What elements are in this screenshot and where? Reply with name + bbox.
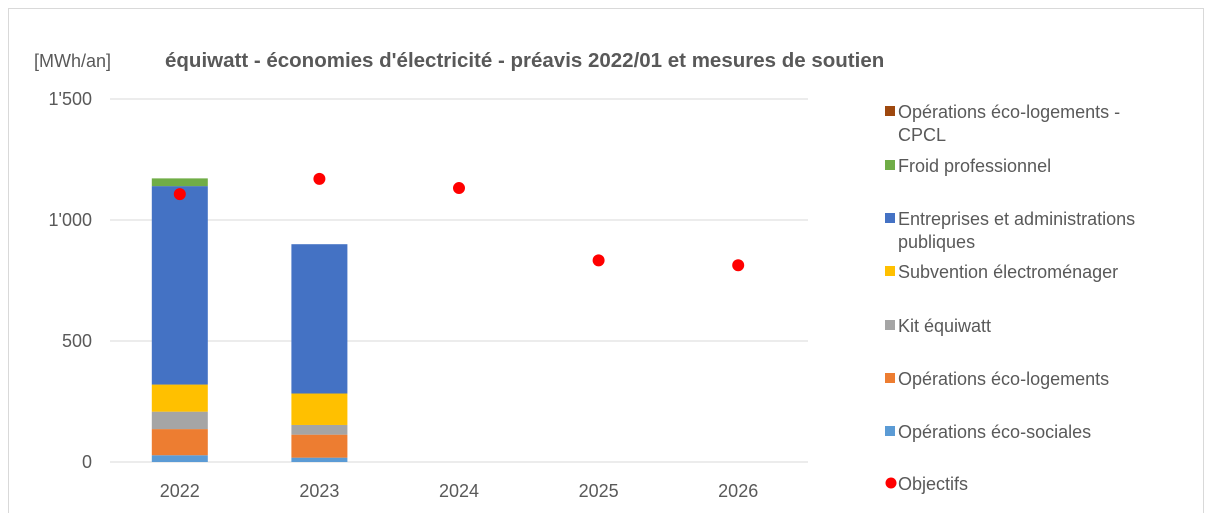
bar-segment (151, 411, 208, 430)
bar-segment (291, 424, 348, 435)
bar-segment (291, 457, 348, 462)
legend-marker (885, 106, 895, 116)
legend-label: Entreprises et administrations (898, 209, 1135, 229)
legend-label: Opérations éco-logements - (898, 102, 1120, 122)
x-tick-label: 2023 (299, 481, 339, 501)
y-axis-label: [MWh/an] (34, 51, 111, 71)
legend-marker (885, 160, 895, 170)
objectif-point (453, 182, 465, 195)
legend-marker (885, 477, 897, 489)
legend-marker (885, 320, 895, 330)
y-tick-label: 1'500 (49, 89, 92, 109)
legend-label: Froid professionnel (898, 156, 1051, 176)
x-tick-label: 2024 (439, 481, 479, 501)
objectif-point (592, 254, 605, 267)
legend-marker (885, 266, 895, 276)
chart-title: équiwatt - économies d'électricité - pré… (165, 49, 884, 72)
legend-marker (885, 373, 895, 383)
legend-label: Opérations éco-sociales (898, 422, 1091, 442)
bar-segment (151, 384, 208, 412)
bar-segment (151, 429, 208, 456)
bar-segment (291, 244, 348, 394)
bar-segment (151, 178, 208, 187)
x-tick-label: 2025 (579, 481, 619, 501)
bar-segment (291, 393, 348, 425)
legend-marker (885, 426, 895, 436)
y-tick-label: 1'000 (49, 210, 92, 230)
x-tick-label: 2022 (160, 481, 200, 501)
bar-segment (151, 455, 208, 462)
legend-label: CPCL (898, 125, 946, 145)
legend-marker (885, 213, 895, 223)
objectif-point (313, 172, 326, 185)
legend-label: publiques (898, 232, 975, 252)
legend-label: Opérations éco-logements (898, 369, 1109, 389)
legend-label: Kit équiwatt (898, 316, 991, 336)
legend-label: Subvention électroménager (898, 262, 1118, 282)
y-tick-label: 500 (62, 331, 92, 351)
legend-label: Objectifs (898, 474, 968, 494)
objectif-point (732, 259, 745, 272)
y-tick-label: 0 (82, 452, 92, 472)
bar-segment (151, 186, 208, 385)
bar-segment (291, 434, 348, 458)
x-tick-label: 2026 (718, 481, 758, 501)
objectif-point (173, 188, 186, 201)
